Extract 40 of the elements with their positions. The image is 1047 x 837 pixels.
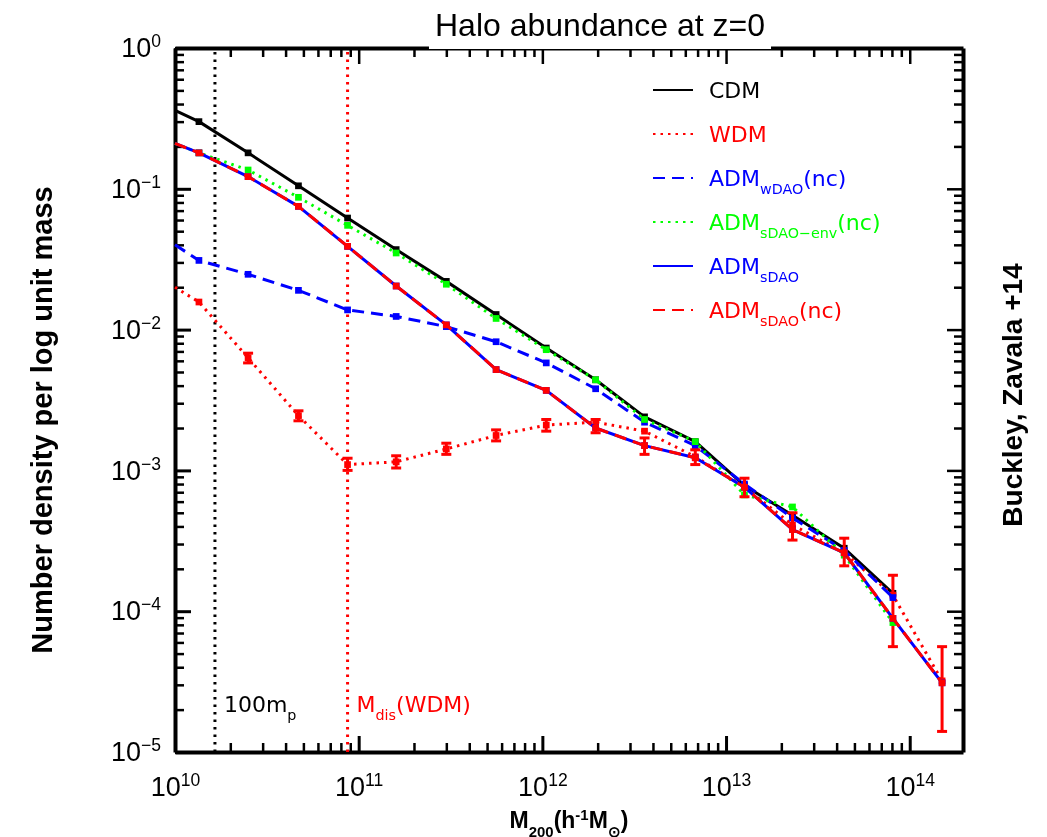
- point: [392, 249, 400, 257]
- legend-label: WDM: [709, 122, 767, 147]
- y-axis-title: Number density per log unit mass: [26, 186, 58, 654]
- point: [295, 182, 302, 190]
- point: [641, 427, 648, 435]
- x-tick-label: 10$^{12}$: [518, 770, 568, 803]
- legend-label: ADM$_{wDAO}$(nc): [709, 166, 847, 197]
- legend-label: ADM$_{sDAO}$: [709, 254, 799, 285]
- chart-title: Halo abundance at z=0: [434, 7, 766, 43]
- y-tick-label: 10$^{−3}$: [110, 453, 161, 486]
- y-tick-label: 10$^{−1}$: [110, 171, 161, 204]
- point: [592, 385, 599, 393]
- x-tick-label: 10$^{13}$: [701, 770, 752, 803]
- ref-line-label: 100m$_{p}$: [223, 692, 297, 723]
- x-tick-label: 10$^{10}$: [150, 770, 201, 803]
- point: [344, 306, 351, 314]
- point: [789, 503, 796, 511]
- point: [195, 257, 203, 264]
- point: [295, 193, 302, 201]
- y-tick-label: 10$^{−4}$: [110, 594, 162, 627]
- point: [344, 222, 351, 229]
- point: [244, 270, 252, 278]
- legend-label: ADM$_{sDAO−env}$(nc): [709, 210, 881, 241]
- y-tick-label: 10$^{−2}$: [110, 312, 161, 345]
- legend-label: ADM$_{sDAO}$(nc): [709, 298, 843, 329]
- x-tick-label: 10$^{14}$: [885, 770, 936, 803]
- point: [195, 118, 203, 125]
- point: [542, 359, 550, 367]
- legend-label: CDM: [709, 78, 761, 103]
- point: [392, 313, 400, 320]
- y-tick-label: 10$^{0}$: [121, 31, 162, 64]
- x-tick-label: 10$^{11}$: [335, 770, 384, 803]
- x-axis-title: M$_{200}$(h$^{-1}$M$_{⊙}$): [509, 805, 629, 837]
- point: [492, 338, 500, 346]
- point: [344, 214, 351, 222]
- text: Buckley, Zavala +14: [997, 262, 1028, 527]
- point: [295, 287, 302, 294]
- ref-line-label: M$_{dis}$(WDM): [356, 692, 471, 723]
- y-tick-label: 10$^{−5}$: [110, 735, 162, 768]
- point: [492, 315, 500, 322]
